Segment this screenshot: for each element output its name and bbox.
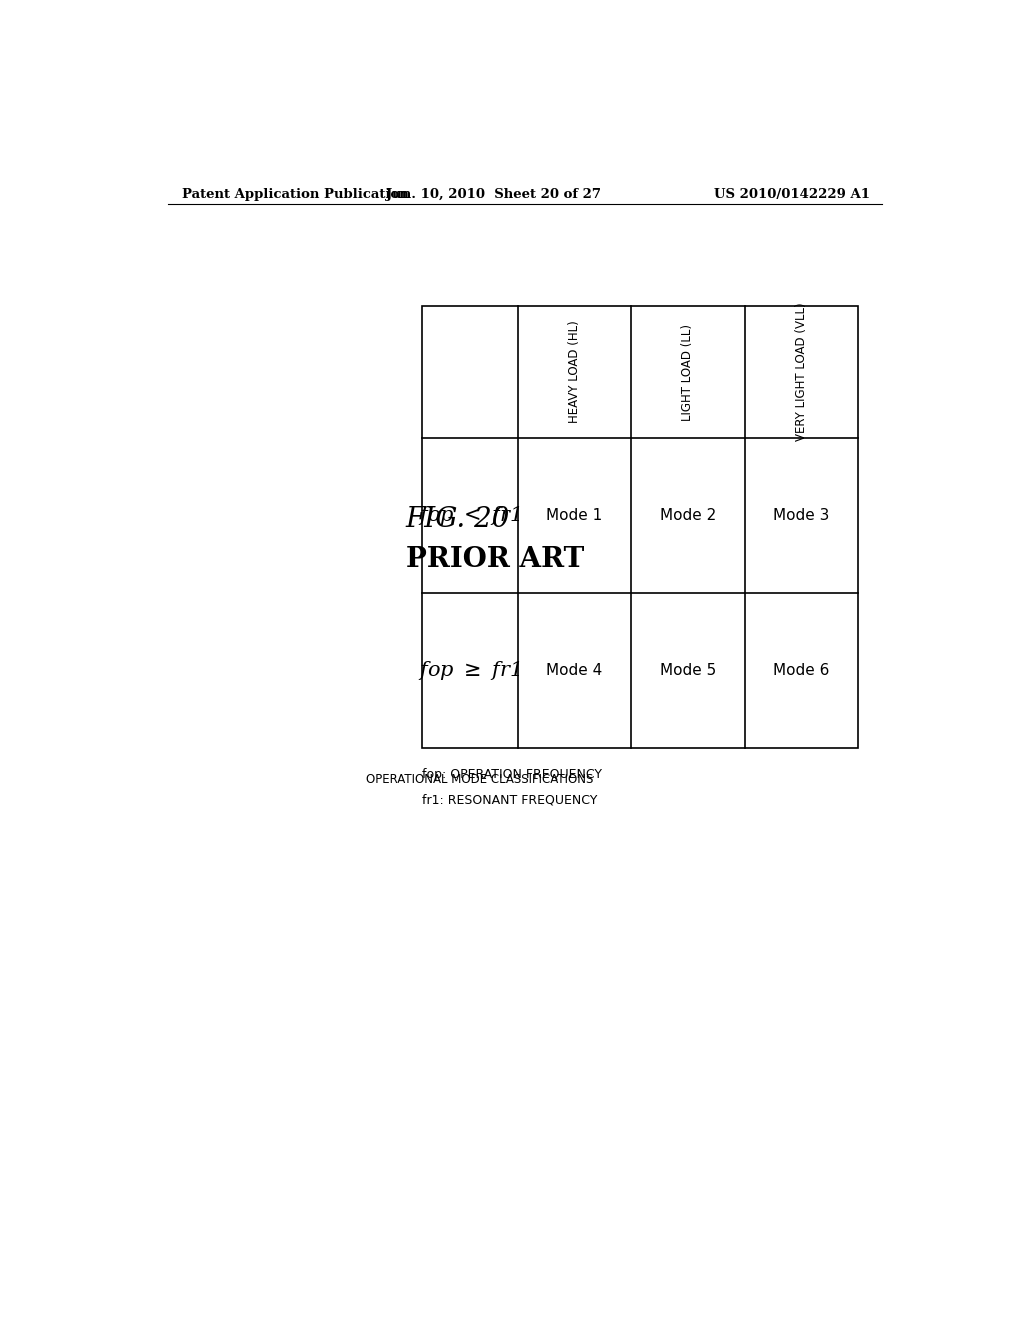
- Text: OPERATIONAL MODE CLASSIFICATIONS: OPERATIONAL MODE CLASSIFICATIONS: [367, 774, 594, 787]
- Text: Mode 6: Mode 6: [773, 663, 829, 678]
- Text: Mode 5: Mode 5: [659, 663, 716, 678]
- Text: PRIOR ART: PRIOR ART: [406, 546, 584, 573]
- Text: Mode 2: Mode 2: [659, 508, 716, 523]
- Text: fop: OPERATION FREQUENCY: fop: OPERATION FREQUENCY: [422, 768, 602, 781]
- Text: Patent Application Publication: Patent Application Publication: [182, 189, 409, 202]
- Text: VERY LIGHT LOAD (VLL): VERY LIGHT LOAD (VLL): [795, 302, 808, 441]
- Text: Jun. 10, 2010  Sheet 20 of 27: Jun. 10, 2010 Sheet 20 of 27: [386, 189, 600, 202]
- Text: Mode 4: Mode 4: [546, 663, 602, 678]
- Text: Mode 1: Mode 1: [546, 508, 602, 523]
- Bar: [422, 306, 858, 748]
- Text: FIG. 20: FIG. 20: [406, 506, 510, 533]
- Text: HEAVY LOAD (HL): HEAVY LOAD (HL): [568, 321, 581, 424]
- Text: Mode 3: Mode 3: [773, 508, 829, 523]
- Text: fop $<$ fr1: fop $<$ fr1: [418, 504, 521, 527]
- Text: LIGHT LOAD (LL): LIGHT LOAD (LL): [681, 323, 694, 421]
- Text: fr1: RESONANT FREQUENCY: fr1: RESONANT FREQUENCY: [422, 793, 597, 807]
- Text: US 2010/0142229 A1: US 2010/0142229 A1: [714, 189, 870, 202]
- Text: fop $\geq$ fr1: fop $\geq$ fr1: [418, 659, 521, 682]
